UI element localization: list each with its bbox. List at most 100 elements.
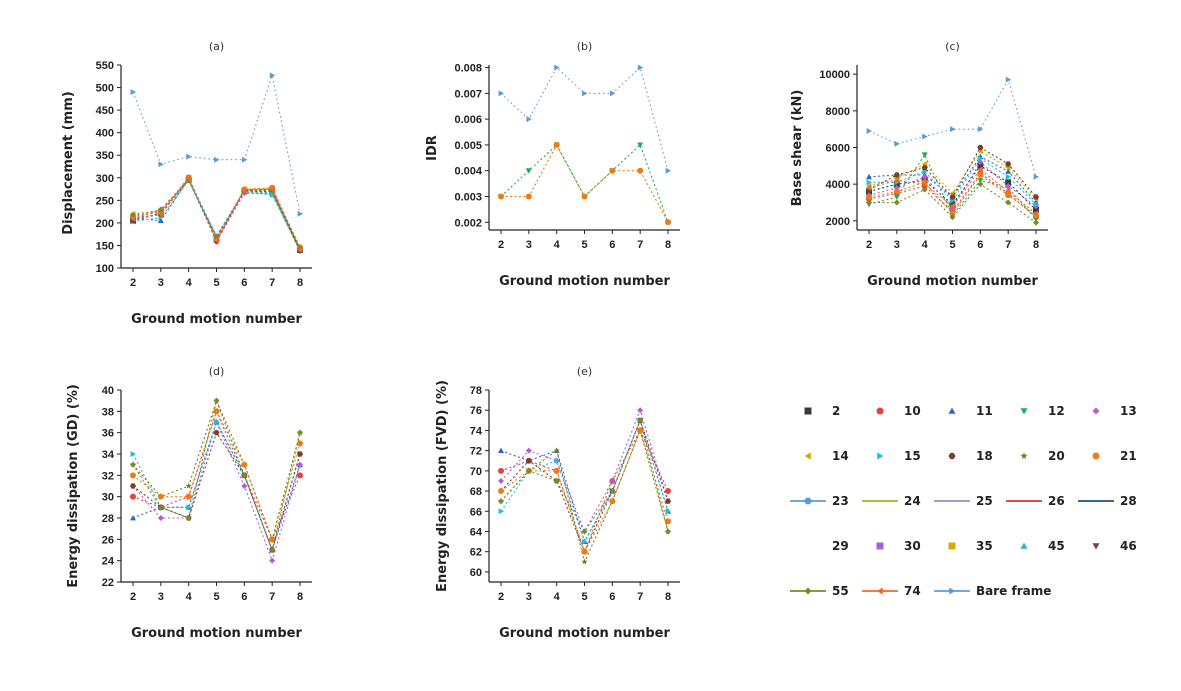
- data-point: [893, 172, 900, 178]
- y-tick-label: 40: [102, 385, 114, 397]
- series-line: [132, 431, 301, 552]
- legend-item-15: 15: [877, 449, 921, 463]
- x-tick-label: 2: [130, 591, 136, 603]
- y-tick-label: 10000: [819, 69, 850, 81]
- series-line: [868, 146, 1037, 198]
- data-point: [665, 167, 671, 174]
- data-point: [525, 467, 532, 474]
- series-18: [866, 144, 1039, 200]
- data-point: [130, 472, 136, 479]
- data-point: [949, 203, 955, 210]
- x-axis-label: Ground motion number: [131, 312, 302, 327]
- x-tick-label: 6: [609, 239, 615, 251]
- data-point: [213, 430, 220, 436]
- data-point: [297, 440, 303, 447]
- legend-label: 30: [904, 539, 921, 553]
- y-tick-label: 38: [102, 406, 114, 418]
- x-tick-label: 6: [241, 591, 247, 603]
- data-point: [214, 419, 220, 425]
- data-point: [1033, 173, 1039, 180]
- data-point: [269, 191, 276, 198]
- data-point: [157, 504, 164, 511]
- data-point: [949, 194, 956, 200]
- data-point: [186, 504, 192, 511]
- data-point: [269, 186, 275, 193]
- y-tick-label: 22: [102, 577, 114, 589]
- x-axis-label: Ground motion number: [867, 274, 1038, 289]
- y-tick-label: 0.005: [454, 140, 482, 152]
- data-point: [157, 515, 164, 521]
- legend-marker: [804, 497, 812, 505]
- series-21: [498, 141, 671, 226]
- x-tick-label: 8: [1033, 239, 1039, 251]
- y-tick-label: 76: [470, 405, 482, 417]
- data-point: [665, 488, 671, 495]
- series-bare-frame: [130, 72, 303, 217]
- data-point: [977, 155, 984, 162]
- data-point: [866, 128, 872, 134]
- series-13: [498, 407, 671, 535]
- y-tick-label: 2000: [826, 216, 850, 228]
- data-point: [609, 498, 616, 505]
- data-point: [977, 126, 984, 133]
- series-55: [498, 417, 671, 535]
- legend-item-bare-frame: Bare frame: [934, 584, 1051, 598]
- legend-marker: [1020, 542, 1028, 549]
- data-point: [1033, 219, 1039, 226]
- legend-label: 55: [832, 584, 849, 598]
- data-point: [241, 187, 247, 194]
- data-point: [894, 140, 900, 147]
- data-point: [637, 167, 644, 174]
- series-bare-frame: [866, 76, 1039, 180]
- data-point: [1005, 188, 1011, 195]
- legend-marker: [948, 452, 956, 460]
- data-point: [637, 142, 644, 148]
- series-11: [498, 417, 671, 544]
- series-line: [500, 66, 669, 171]
- legend-item-23: 23: [790, 494, 849, 508]
- legend-label: 24: [904, 494, 921, 508]
- data-point: [665, 528, 671, 535]
- y-tick-label: 72: [470, 446, 482, 458]
- legend-label: 45: [1048, 539, 1065, 553]
- data-point: [665, 498, 671, 504]
- x-axis-label: Ground motion number: [499, 274, 670, 289]
- data-point: [498, 488, 504, 495]
- y-tick-label: 34: [102, 449, 115, 461]
- legend-label: 10: [904, 404, 921, 418]
- data-point: [297, 472, 303, 479]
- y-tick-label: 24: [102, 556, 115, 568]
- x-tick-label: 3: [158, 591, 164, 603]
- legend-marker: [804, 452, 811, 460]
- data-point: [185, 515, 192, 521]
- legend-marker: [1020, 452, 1028, 460]
- legend-item-74: 74: [862, 584, 921, 598]
- legend-label: 35: [976, 539, 993, 553]
- chart-panel-c: (c) 2000 4000 6000 8000 10000 2 3 4 5 6 7 8 Ground mo…: [790, 40, 1048, 289]
- data-point: [498, 467, 504, 474]
- data-point: [185, 482, 192, 489]
- legend-item-12: 12: [1020, 404, 1065, 418]
- legend-label: 13: [1120, 404, 1137, 418]
- data-point: [866, 179, 872, 186]
- data-point: [554, 457, 560, 464]
- chart-panel-b: (b) 0.002 0.003 0.004 0.005 0.006 0.007 0.008 2 3…: [425, 40, 680, 289]
- series-13: [130, 419, 303, 564]
- data-point: [525, 447, 532, 454]
- x-tick-label: 7: [637, 239, 643, 251]
- legend-item-46: 46: [1092, 539, 1137, 553]
- x-tick-label: 8: [665, 239, 671, 251]
- data-point: [893, 177, 900, 184]
- y-tick-label: 64: [470, 526, 483, 538]
- y-tick-label: 350: [96, 150, 114, 162]
- data-point: [241, 472, 248, 479]
- data-point: [637, 64, 644, 71]
- panel-title: (e): [577, 365, 592, 378]
- data-point: [977, 172, 984, 178]
- x-tick-label: 5: [949, 239, 955, 251]
- series-11: [130, 419, 303, 553]
- data-point: [130, 493, 136, 500]
- x-tick-label: 7: [269, 591, 275, 603]
- y-tick-label: 30: [102, 492, 114, 504]
- series-74: [130, 175, 303, 253]
